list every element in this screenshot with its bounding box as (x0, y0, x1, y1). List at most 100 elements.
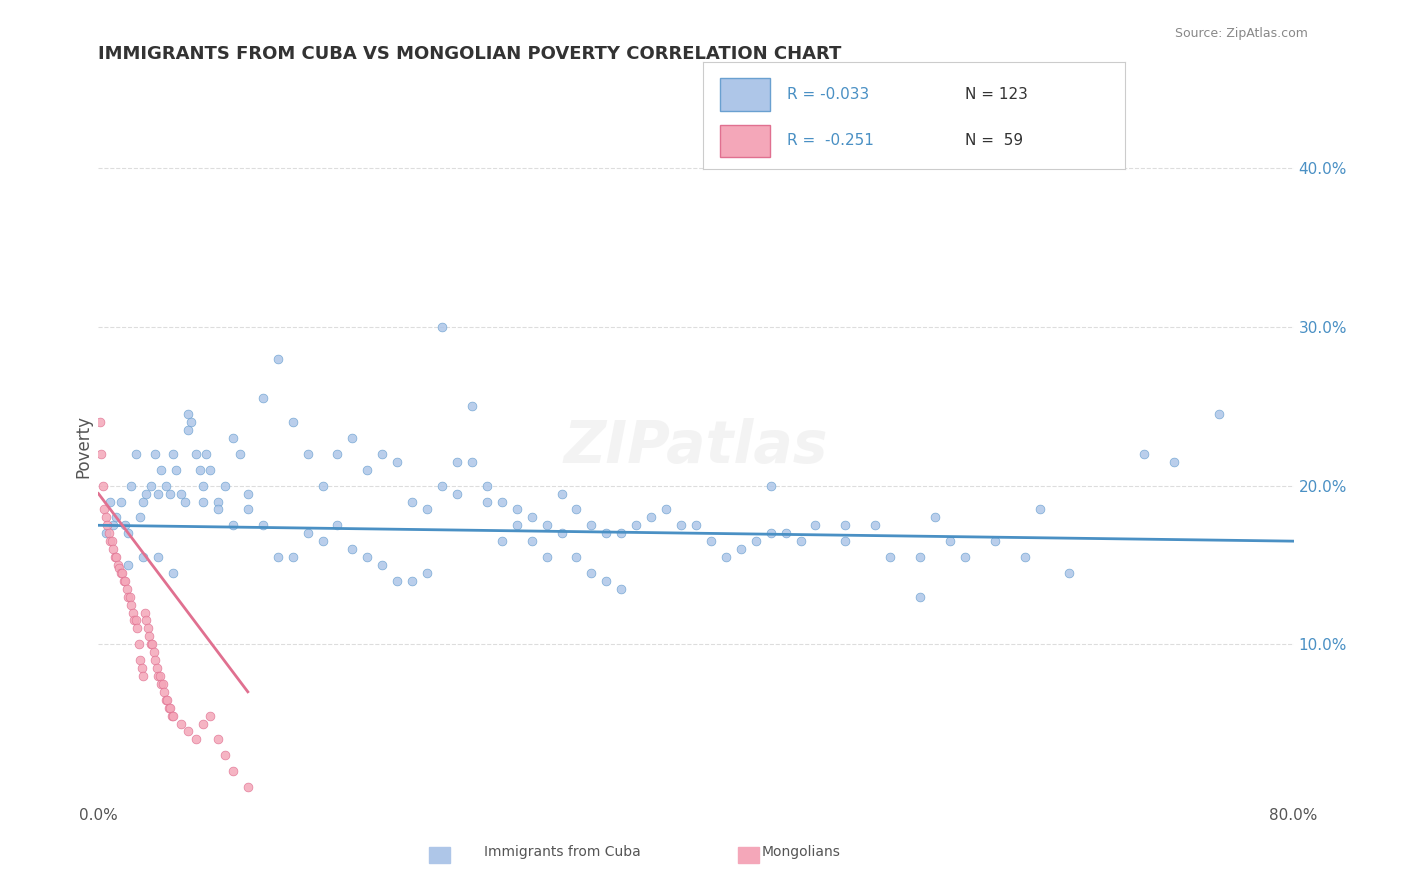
Point (461, 455, 484, 469)
Point (430, 320, 453, 334)
Point (1133, 447, 1156, 461)
Point (475, 478, 498, 492)
Point (125, 447, 148, 461)
Point (267, 549, 290, 564)
Point (117, 526, 139, 541)
Point (214, 748, 236, 763)
Point (281, 549, 304, 564)
Point (162, 708, 184, 723)
Point (326, 447, 349, 461)
Point (127, 621, 149, 635)
Point (252, 518, 274, 533)
Point (132, 494, 155, 508)
Point (148, 669, 170, 683)
Point (107, 558, 129, 572)
Point (252, 392, 274, 406)
Point (121, 606, 143, 620)
Point (191, 494, 214, 508)
Point (150, 677, 173, 691)
Y-axis label: Poverty: Poverty (75, 415, 93, 477)
Point (104, 549, 127, 564)
Point (177, 423, 200, 437)
Point (953, 549, 976, 564)
Point (155, 478, 177, 492)
Point (1028, 502, 1050, 516)
Point (135, 614, 157, 628)
Point (145, 661, 167, 675)
Point (139, 478, 162, 492)
Point (222, 764, 245, 778)
Point (97, 526, 120, 541)
Point (700, 534, 723, 549)
Point (207, 732, 229, 747)
Point (159, 700, 181, 714)
Point (984, 534, 1007, 549)
Point (401, 574, 423, 588)
Point (595, 526, 617, 541)
Point (1014, 549, 1036, 564)
Point (626, 518, 648, 533)
Point (200, 463, 222, 477)
Text: IMMIGRANTS FROM CUBA VS MONGOLIAN POVERTY CORRELATION CHART: IMMIGRANTS FROM CUBA VS MONGOLIAN POVERT… (98, 45, 842, 62)
Point (188, 463, 211, 477)
Point (506, 502, 529, 516)
Point (94, 510, 117, 524)
Point (297, 526, 319, 541)
Point (506, 518, 529, 533)
Point (162, 566, 184, 580)
Point (908, 549, 931, 564)
Point (267, 351, 290, 366)
Point (745, 534, 768, 549)
Point (114, 574, 136, 588)
Point (110, 494, 132, 508)
Point (177, 407, 200, 421)
Point (128, 637, 150, 651)
Point (371, 447, 394, 461)
Point (91, 478, 114, 492)
Point (416, 502, 439, 516)
Point (669, 518, 692, 533)
Point (356, 549, 378, 564)
Point (520, 510, 543, 524)
Point (129, 653, 152, 667)
Point (520, 534, 543, 549)
Point (148, 486, 170, 500)
Point (165, 463, 187, 477)
Text: N =  59: N = 59 (965, 133, 1022, 148)
Point (491, 534, 513, 549)
Point (446, 455, 468, 469)
Point (834, 518, 856, 533)
Point (207, 502, 229, 516)
Text: Immigrants from Cuba: Immigrants from Cuba (484, 846, 641, 859)
Point (103, 542, 125, 557)
Point (804, 518, 827, 533)
Point (195, 447, 218, 461)
Point (111, 566, 134, 580)
Point (100, 494, 122, 508)
Text: Source: ZipAtlas.com: Source: ZipAtlas.com (1174, 27, 1308, 40)
Point (134, 606, 156, 620)
Point (169, 486, 191, 500)
Point (879, 549, 901, 564)
Point (152, 677, 174, 691)
Point (157, 700, 180, 714)
Point (160, 708, 183, 723)
Point (207, 494, 229, 508)
Point (939, 534, 962, 549)
Point (174, 494, 197, 508)
Point (775, 526, 797, 541)
Point (610, 526, 633, 541)
Point (108, 561, 131, 575)
Point (297, 447, 319, 461)
Point (200, 708, 222, 723)
Point (834, 534, 856, 549)
Point (326, 518, 349, 533)
Point (536, 549, 558, 564)
Point (143, 653, 166, 667)
FancyBboxPatch shape (720, 78, 770, 111)
Point (714, 549, 737, 564)
Point (595, 574, 617, 588)
Point (430, 478, 453, 492)
Point (162, 447, 184, 461)
Point (229, 447, 252, 461)
